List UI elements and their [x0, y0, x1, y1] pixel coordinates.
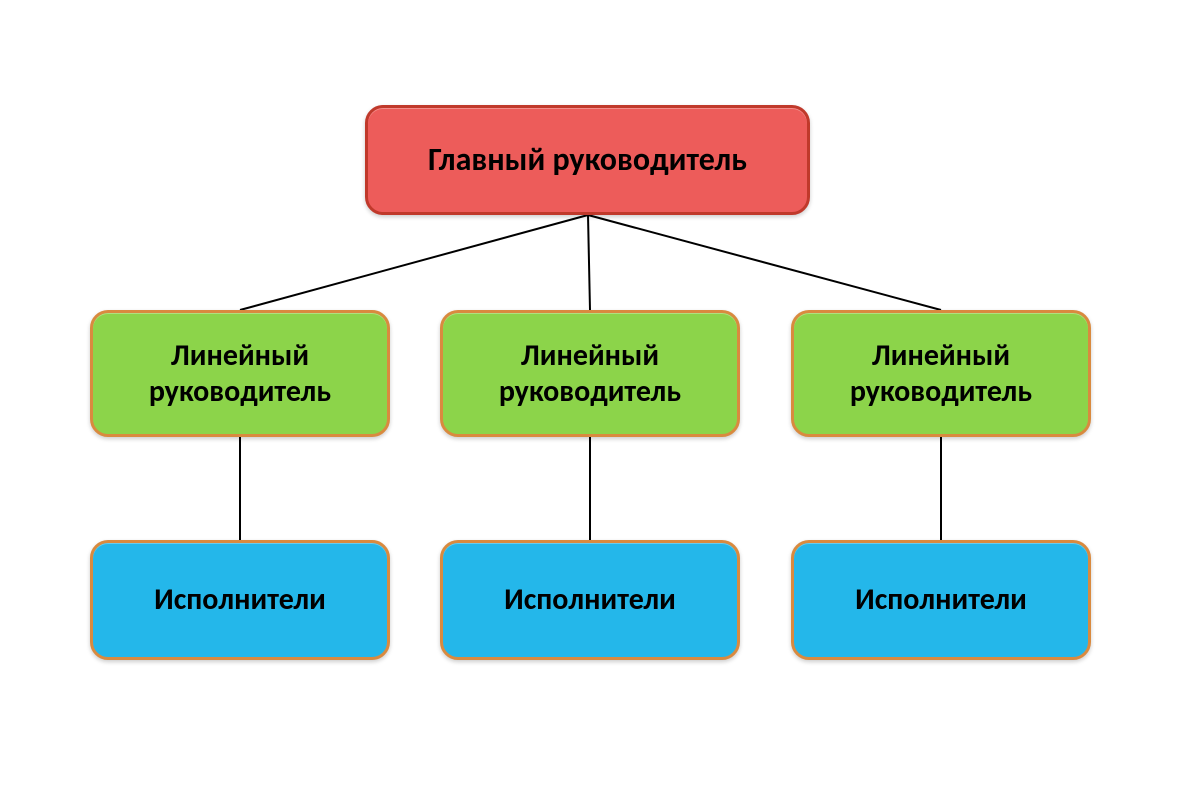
node-manager-3: Линейный руководитель [791, 310, 1091, 437]
node-manager-2: Линейный руководитель [440, 310, 740, 437]
node-root-label: Главный руководитель [418, 141, 757, 179]
node-executor-1: Исполнители [90, 540, 390, 660]
node-manager-3-label: Линейный руководитель [794, 338, 1088, 410]
node-executor-2: Исполнители [440, 540, 740, 660]
node-manager-1-label: Линейный руководитель [93, 338, 387, 410]
org-chart: Главный руководитель Линейный руководите… [0, 0, 1200, 800]
node-executor-1-label: Исполнители [144, 582, 336, 618]
node-executor-3-label: Исполнители [845, 582, 1037, 618]
node-root: Главный руководитель [365, 105, 810, 215]
node-manager-2-label: Линейный руководитель [443, 338, 737, 410]
node-executor-2-label: Исполнители [494, 582, 686, 618]
node-executor-3: Исполнители [791, 540, 1091, 660]
node-manager-1: Линейный руководитель [90, 310, 390, 437]
